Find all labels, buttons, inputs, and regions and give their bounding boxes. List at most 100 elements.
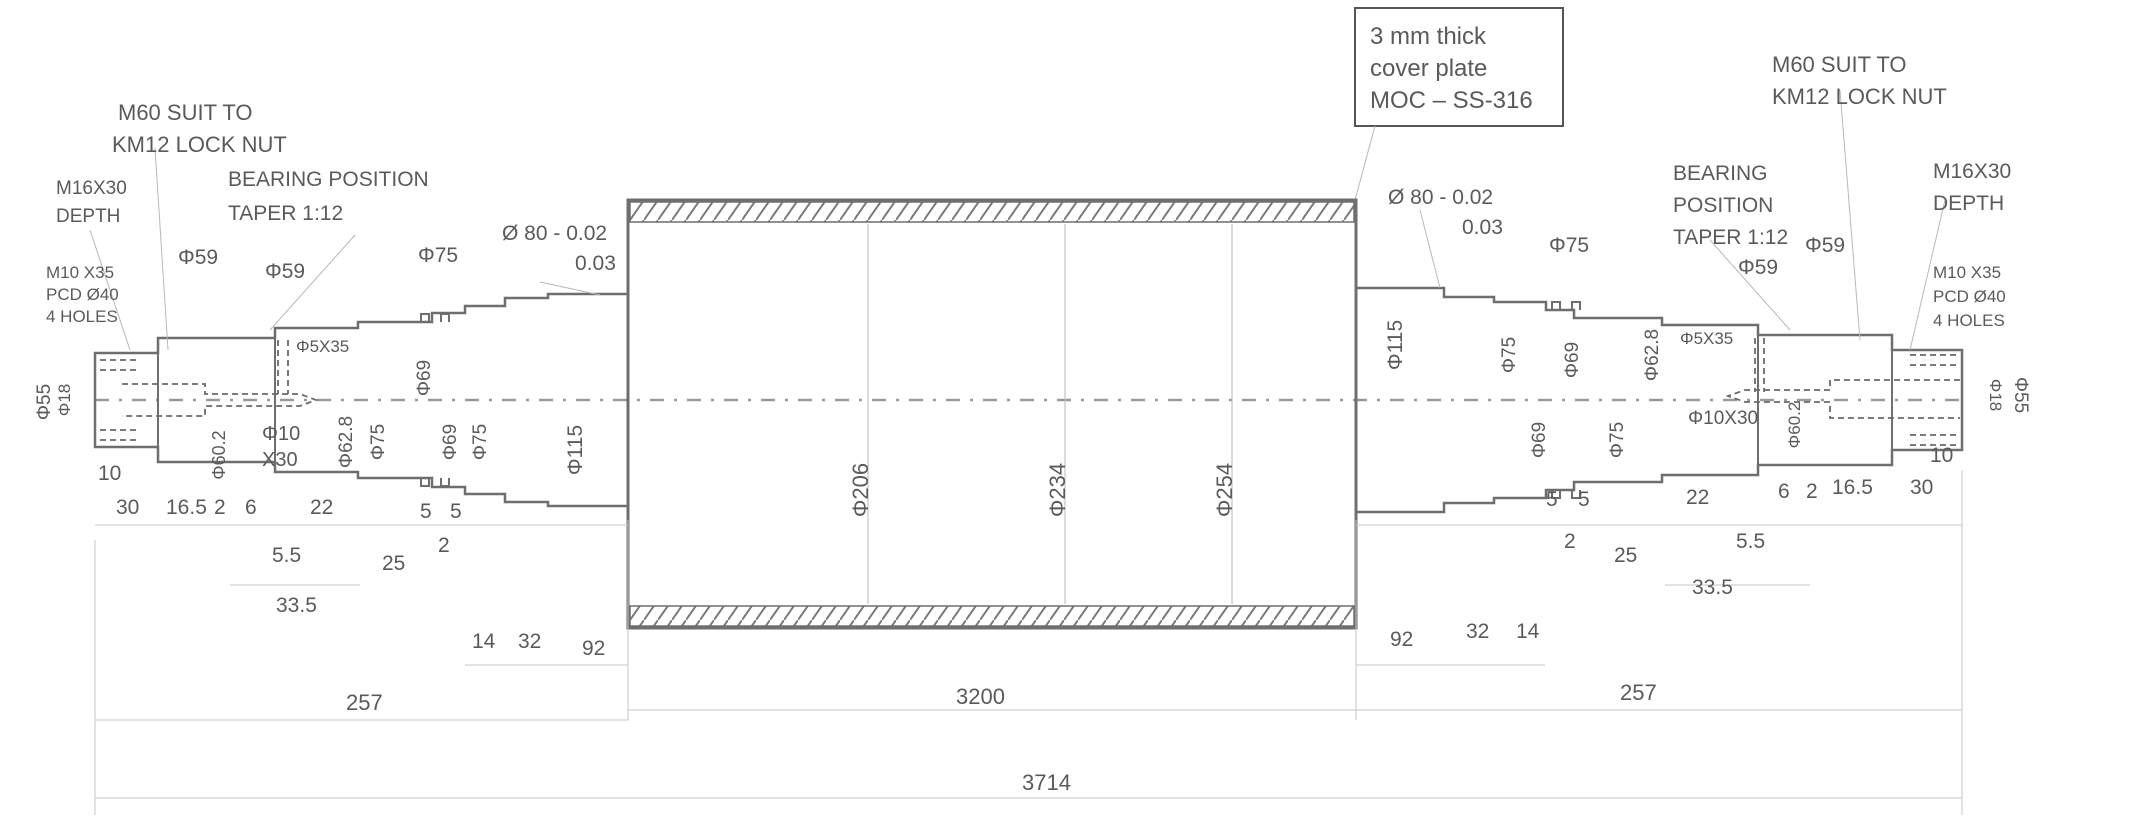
right-len-2-b: 2 (1806, 480, 1818, 503)
overall-right-257: 257 (1620, 680, 1657, 705)
title-line-3: MOC – SS-316 (1370, 87, 1533, 114)
right-len-92: 92 (1390, 628, 1413, 651)
left-len-6: 6 (245, 496, 257, 519)
left-tolerance-note-1: Ø 80 - 0.02 (502, 222, 607, 245)
left-thread-note-2: DEPTH (56, 206, 120, 227)
right-dia-75-c: Φ75 (1607, 422, 1628, 458)
drum-body (626, 198, 1358, 630)
left-shaft (93, 292, 628, 508)
right-bearing-note-2: POSITION (1673, 194, 1773, 217)
right-thread-note-1: M16X30 (1933, 160, 2011, 183)
left-dia-69-a: Φ69 (414, 360, 435, 396)
left-len-10: 10 (98, 462, 121, 485)
title-box: 3 mm thick cover plate MOC – SS-316 (1354, 7, 1564, 201)
title-line-1: 3 mm thick (1370, 23, 1487, 50)
right-len-2: 2 (1564, 530, 1576, 553)
right-len-10: 10 (1930, 444, 1953, 467)
left-lock-nut-note-1: M60 SUIT TO (118, 100, 253, 125)
left-len-25: 25 (382, 552, 405, 575)
left-len-92: 92 (582, 637, 605, 660)
right-len-5-b: 5 (1578, 488, 1590, 511)
left-len-5-a: 5 (420, 500, 432, 523)
left-lock-nut-note-2: KM12 LOCK NUT (112, 132, 287, 157)
right-dia-69-b: Φ69 (1562, 342, 1583, 378)
drum-dia-254: Φ254 (1212, 463, 1237, 517)
left-bearing-note-1: BEARING POSITION (228, 168, 429, 191)
leader-lines (89, 89, 1946, 351)
left-holes-note-3: 4 HOLES (46, 307, 118, 326)
left-dia-5x35: Φ5X35 (296, 337, 349, 356)
drum-cover-plate-top (629, 201, 1355, 223)
title-line-2: cover plate (1370, 55, 1487, 82)
right-len-5-5: 5.5 (1736, 530, 1765, 553)
left-len-32: 32 (518, 630, 541, 653)
left-len-30: 30 (116, 496, 139, 519)
dimension-lines (94, 470, 1963, 815)
left-hole2-note-1: Φ10 (262, 423, 300, 445)
right-holes-note-2: PCD Ø40 (1933, 287, 2006, 306)
left-len-16-5: 16.5 (166, 496, 207, 519)
right-bearing-note-3: TAPER 1:12 (1673, 226, 1788, 249)
left-dia-59-a: Φ59 (178, 246, 218, 269)
right-dia-60-2: Φ60.2 (1785, 402, 1804, 449)
right-holes-note-1: M10 X35 (1933, 263, 2001, 282)
right-dia-75-a: Φ75 (1499, 337, 1520, 373)
right-len-16-5: 16.5 (1832, 476, 1873, 499)
left-len-2: 2 (214, 496, 226, 519)
left-dia-59-b: Φ59 (265, 260, 305, 283)
right-dia-62-8: Φ62.8 (1642, 329, 1663, 381)
left-thread-note-1: M16X30 (56, 178, 127, 199)
left-len-22: 22 (310, 496, 333, 519)
overall-left-257: 257 (346, 690, 383, 715)
left-dia-60-2: Φ60.2 (209, 430, 229, 479)
right-dia-115: Φ115 (1384, 320, 1407, 370)
overall-total-3714: 3714 (1022, 770, 1071, 795)
drum-dia-206: Φ206 (848, 463, 873, 517)
left-dia-18: Φ18 (55, 384, 74, 416)
left-bearing-note-2: TAPER 1:12 (228, 202, 343, 225)
right-len-5-a: 5 (1546, 488, 1558, 511)
right-dia-55: Φ55 (2010, 377, 2031, 413)
left-holes-note-1: M10 X35 (46, 263, 114, 282)
right-holes-note-3: 4 HOLES (1933, 311, 2005, 330)
right-tolerance-note-1: Ø 80 - 0.02 (1388, 186, 1493, 209)
left-holes-note-2: PCD Ø40 (46, 285, 119, 304)
left-hole2-note-2: X30 (262, 449, 298, 471)
right-dia-75-b: Φ75 (1549, 234, 1589, 257)
right-len-33-5: 33.5 (1692, 576, 1733, 599)
right-dia-59-a: Φ59 (1738, 256, 1778, 279)
left-len-33-5: 33.5 (276, 594, 317, 617)
right-dia-5x35: Φ5X35 (1680, 329, 1733, 348)
right-dia-18: Φ18 (1986, 379, 2005, 411)
right-len-6: 6 (1778, 480, 1790, 503)
right-len-14: 14 (1516, 620, 1540, 643)
drum-dia-234: Φ234 (1045, 463, 1070, 517)
left-tolerance-note-2: 0.03 (575, 252, 616, 275)
left-dia-75-b: Φ75 (368, 424, 389, 460)
left-len-5-5: 5.5 (272, 544, 301, 567)
right-tolerance-note-2: 0.03 (1462, 216, 1503, 239)
left-dia-75-c: Φ75 (470, 424, 491, 460)
left-len-2-b: 2 (438, 534, 450, 557)
right-len-32: 32 (1466, 620, 1489, 643)
left-dia-69-b: Φ69 (440, 424, 461, 460)
right-len-30: 30 (1910, 476, 1933, 499)
right-len-25: 25 (1614, 544, 1637, 567)
right-hole2-note: Φ10X30 (1688, 408, 1758, 429)
right-lock-nut-note-1: M60 SUIT TO (1772, 52, 1907, 77)
right-len-22: 22 (1686, 486, 1709, 509)
right-dia-69-a: Φ69 (1529, 422, 1550, 458)
drum-cover-plate-bottom (629, 605, 1355, 627)
left-dia-75-a: Φ75 (418, 244, 458, 267)
right-thread-note-2: DEPTH (1933, 192, 2004, 215)
right-shaft (1356, 286, 1964, 514)
right-lock-nut-note-2: KM12 LOCK NUT (1772, 84, 1947, 109)
left-len-14: 14 (472, 630, 496, 653)
left-dia-62-8: Φ62.8 (336, 416, 357, 468)
left-dia-55: Φ55 (34, 384, 55, 420)
right-bearing-note-1: BEARING (1673, 162, 1768, 185)
left-len-5-b: 5 (450, 500, 462, 523)
left-dia-115: Φ115 (564, 425, 587, 475)
right-dia-59-b: Φ59 (1805, 234, 1845, 257)
